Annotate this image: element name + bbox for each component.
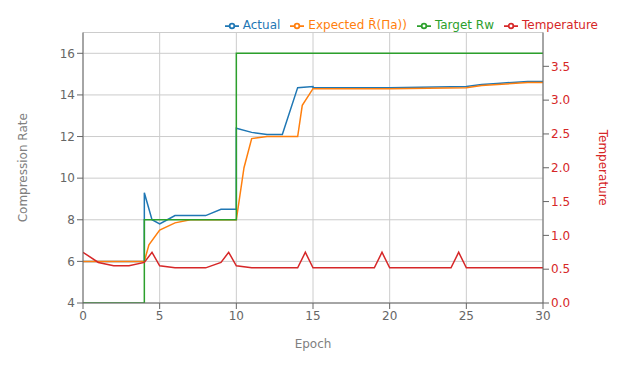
svg-text:20: 20 xyxy=(382,309,397,323)
svg-text:12: 12 xyxy=(60,130,75,144)
svg-text:15: 15 xyxy=(305,309,320,323)
svg-text:4: 4 xyxy=(67,296,75,310)
svg-text:Epoch: Epoch xyxy=(295,337,332,351)
svg-text:10: 10 xyxy=(229,309,244,323)
svg-text:0.0: 0.0 xyxy=(551,296,570,310)
html-text:Temperature: Temperature xyxy=(522,18,598,32)
svg-text:2.0: 2.0 xyxy=(551,161,570,175)
svg-text:16: 16 xyxy=(60,47,75,61)
svg-text:1.5: 1.5 xyxy=(551,195,570,209)
html-text:Target Rw: Target Rw xyxy=(434,18,494,32)
svg-text:2.5: 2.5 xyxy=(551,127,570,141)
svg-text:Compression Rate: Compression Rate xyxy=(16,113,30,222)
svg-text:Temperature: Temperature xyxy=(596,129,610,206)
svg-text:3.0: 3.0 xyxy=(551,93,570,107)
svg-text:0.5: 0.5 xyxy=(551,262,570,276)
svg-text:5: 5 xyxy=(156,309,164,323)
html-text:Expected R̄(Πa)): Expected R̄(Πa)) xyxy=(308,18,407,32)
svg-text:14: 14 xyxy=(60,88,75,102)
svg-text:1.0: 1.0 xyxy=(551,229,570,243)
svg-text:6: 6 xyxy=(67,255,75,269)
svg-text:0: 0 xyxy=(79,309,87,323)
svg-text:3.5: 3.5 xyxy=(551,60,570,74)
svg-text:30: 30 xyxy=(535,309,550,323)
svg-text:25: 25 xyxy=(459,309,474,323)
svg-text:10: 10 xyxy=(60,171,75,185)
svg-text:8: 8 xyxy=(67,213,75,227)
html-text:Actual: Actual xyxy=(242,18,281,32)
